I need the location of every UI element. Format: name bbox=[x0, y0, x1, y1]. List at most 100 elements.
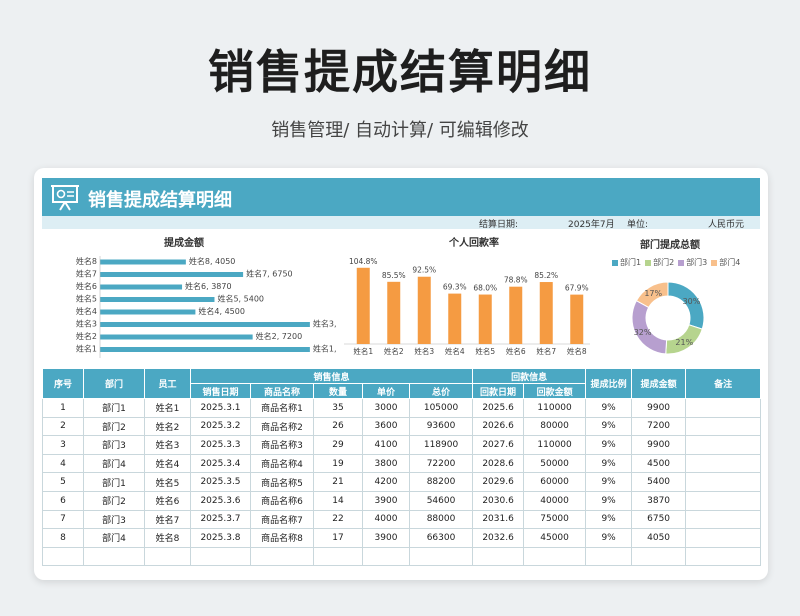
cell-dept[interactable]: 部门3 bbox=[83, 509, 145, 530]
cell-return-amount[interactable]: 50000 bbox=[523, 453, 587, 474]
cell-total[interactable]: 118900 bbox=[408, 435, 474, 455]
cell-seq[interactable]: 4 bbox=[42, 453, 84, 474]
cell-total[interactable]: 88000 bbox=[408, 509, 474, 530]
cell-price[interactable]: 4200 bbox=[362, 472, 410, 492]
cell-seq[interactable]: 7 bbox=[42, 509, 84, 530]
cell-return-date[interactable]: 2032.6 bbox=[472, 528, 525, 548]
cell-total[interactable]: 93600 bbox=[408, 416, 474, 437]
cell-rate[interactable]: 9% bbox=[585, 416, 633, 437]
cell-seq[interactable]: 8 bbox=[42, 528, 84, 548]
cell-note[interactable] bbox=[685, 416, 762, 437]
cell-sale-date[interactable]: 2025.3.4 bbox=[190, 453, 251, 474]
cell-dept[interactable]: 部门4 bbox=[83, 528, 145, 548]
cell-product[interactable]: 商品名称6 bbox=[250, 490, 314, 511]
cell-product[interactable]: 商品名称3 bbox=[250, 435, 314, 455]
cell-product[interactable]: 商品名称7 bbox=[250, 509, 314, 530]
cell-return-date[interactable]: 2030.6 bbox=[472, 490, 525, 511]
cell-product[interactable]: 商品名称5 bbox=[250, 472, 314, 492]
cell-dept[interactable]: 部门3 bbox=[83, 435, 145, 455]
cell-qty[interactable]: 22 bbox=[313, 509, 363, 530]
cell-qty[interactable]: 35 bbox=[313, 398, 363, 418]
cell-seq[interactable]: 6 bbox=[42, 490, 84, 511]
cell-note[interactable] bbox=[685, 398, 762, 418]
cell-dept[interactable] bbox=[83, 546, 145, 567]
cell-staff[interactable]: 姓名5 bbox=[144, 472, 191, 492]
cell-note[interactable] bbox=[685, 546, 762, 567]
cell-commission[interactable]: 4050 bbox=[631, 528, 687, 548]
cell-commission[interactable]: 3870 bbox=[631, 490, 687, 511]
cell-staff[interactable]: 姓名7 bbox=[144, 509, 191, 530]
cell-dept[interactable]: 部门4 bbox=[83, 453, 145, 474]
cell-price[interactable]: 3600 bbox=[362, 416, 410, 437]
cell-staff[interactable]: 姓名6 bbox=[144, 490, 191, 511]
cell-return-date[interactable]: 2027.6 bbox=[472, 435, 525, 455]
cell-price[interactable]: 3800 bbox=[362, 453, 410, 474]
cell-note[interactable] bbox=[685, 528, 762, 548]
cell-dept[interactable]: 部门1 bbox=[83, 472, 145, 492]
cell-return-date[interactable]: 2028.6 bbox=[472, 453, 525, 474]
cell-rate[interactable]: 9% bbox=[585, 472, 633, 492]
cell-total[interactable]: 88200 bbox=[408, 472, 474, 492]
cell-price[interactable] bbox=[362, 546, 410, 567]
cell-commission[interactable]: 5400 bbox=[631, 472, 687, 492]
cell-product[interactable]: 商品名称4 bbox=[250, 453, 314, 474]
cell-product[interactable]: 商品名称8 bbox=[250, 528, 314, 548]
cell-qty[interactable]: 29 bbox=[313, 435, 363, 455]
cell-total[interactable]: 105000 bbox=[408, 398, 474, 418]
cell-note[interactable] bbox=[685, 472, 762, 492]
cell-rate[interactable]: 9% bbox=[585, 435, 633, 455]
cell-return-amount[interactable]: 75000 bbox=[523, 509, 587, 530]
cell-return-date[interactable]: 2029.6 bbox=[472, 472, 525, 492]
cell-rate[interactable]: 9% bbox=[585, 509, 633, 530]
cell-commission[interactable]: 6750 bbox=[631, 509, 687, 530]
unit-value[interactable]: 人民币元 bbox=[708, 220, 745, 230]
cell-note[interactable] bbox=[685, 435, 762, 455]
cell-sale-date[interactable]: 2025.3.1 bbox=[190, 398, 251, 418]
cell-price[interactable]: 3900 bbox=[362, 528, 410, 548]
cell-return-date[interactable]: 2026.6 bbox=[472, 416, 525, 437]
cell-dept[interactable]: 部门1 bbox=[83, 398, 145, 418]
cell-rate[interactable]: 9% bbox=[585, 490, 633, 511]
cell-sale-date[interactable] bbox=[190, 546, 251, 567]
cell-product[interactable]: 商品名称1 bbox=[250, 398, 314, 418]
cell-price[interactable]: 4100 bbox=[362, 435, 410, 455]
cell-sale-date[interactable]: 2025.3.8 bbox=[190, 528, 251, 548]
cell-total[interactable]: 72200 bbox=[408, 453, 474, 474]
cell-staff[interactable] bbox=[144, 546, 191, 567]
cell-commission[interactable]: 9900 bbox=[631, 398, 687, 418]
cell-seq[interactable]: 1 bbox=[42, 398, 84, 418]
cell-price[interactable]: 3000 bbox=[362, 398, 410, 418]
cell-commission[interactable] bbox=[631, 546, 687, 567]
cell-staff[interactable]: 姓名2 bbox=[144, 416, 191, 437]
cell-qty[interactable] bbox=[313, 546, 363, 567]
cell-note[interactable] bbox=[685, 490, 762, 511]
settle-date-value[interactable]: 2025年7月 bbox=[568, 220, 615, 230]
cell-qty[interactable]: 26 bbox=[313, 416, 363, 437]
cell-seq[interactable] bbox=[42, 546, 84, 567]
cell-sale-date[interactable]: 2025.3.2 bbox=[190, 416, 251, 437]
cell-qty[interactable]: 19 bbox=[313, 453, 363, 474]
cell-rate[interactable]: 9% bbox=[585, 528, 633, 548]
cell-return-amount[interactable]: 60000 bbox=[523, 472, 587, 492]
cell-seq[interactable]: 5 bbox=[42, 472, 84, 492]
cell-return-date[interactable]: 2025.6 bbox=[472, 398, 525, 418]
cell-qty[interactable]: 14 bbox=[313, 490, 363, 511]
cell-return-amount[interactable]: 40000 bbox=[523, 490, 587, 511]
cell-note[interactable] bbox=[685, 509, 762, 530]
cell-total[interactable]: 66300 bbox=[408, 528, 474, 548]
cell-commission[interactable]: 9900 bbox=[631, 435, 687, 455]
cell-sale-date[interactable]: 2025.3.3 bbox=[190, 435, 251, 455]
cell-staff[interactable]: 姓名4 bbox=[144, 453, 191, 474]
cell-total[interactable]: 54600 bbox=[408, 490, 474, 511]
cell-staff[interactable]: 姓名1 bbox=[144, 398, 191, 418]
cell-total[interactable] bbox=[408, 546, 474, 567]
cell-product[interactable]: 商品名称2 bbox=[250, 416, 314, 437]
cell-product[interactable] bbox=[250, 546, 314, 567]
cell-seq[interactable]: 2 bbox=[42, 416, 84, 437]
cell-return-date[interactable]: 2031.6 bbox=[472, 509, 525, 530]
cell-return-amount[interactable]: 110000 bbox=[523, 435, 587, 455]
cell-rate[interactable]: 9% bbox=[585, 398, 633, 418]
cell-commission[interactable]: 4500 bbox=[631, 453, 687, 474]
cell-return-date[interactable] bbox=[472, 546, 525, 567]
cell-rate[interactable] bbox=[585, 546, 633, 567]
